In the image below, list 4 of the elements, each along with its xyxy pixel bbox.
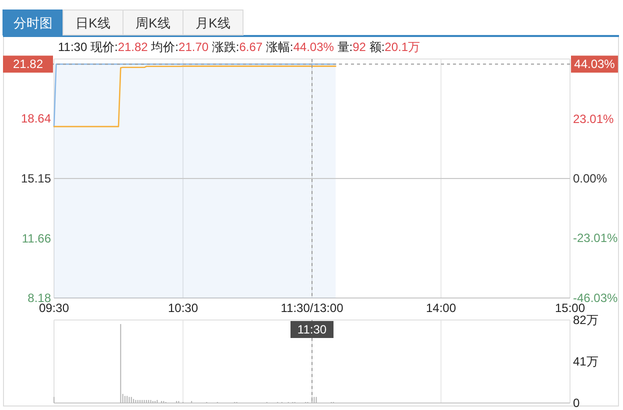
y-tick-label: 41万: [573, 354, 598, 368]
y-tick-label: 82万: [573, 313, 598, 327]
ref-line-label: 11:30: [297, 322, 327, 336]
y-tick-label: 0: [573, 396, 580, 410]
